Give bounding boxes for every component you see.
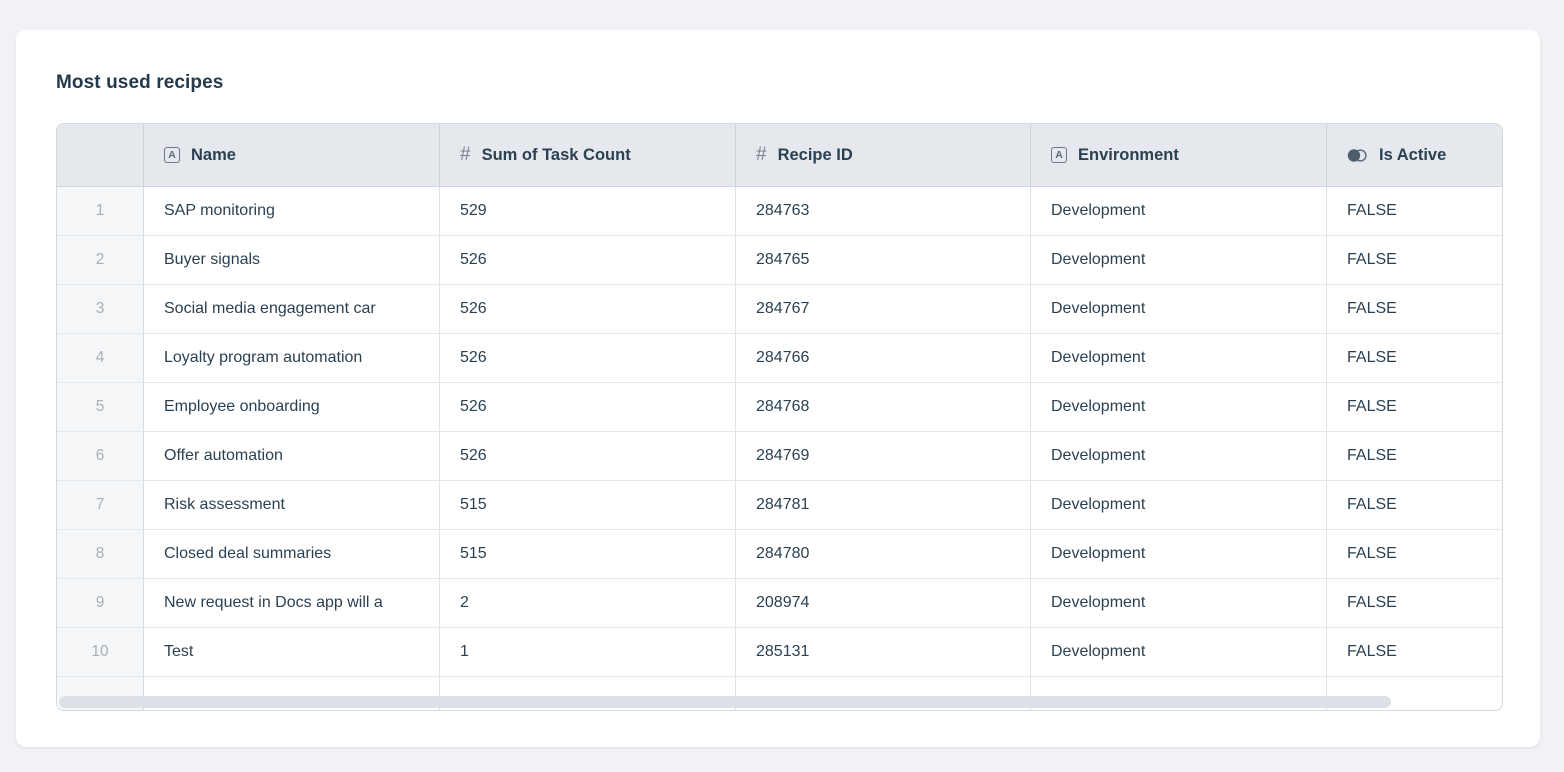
- cell-task-count: 515: [440, 530, 736, 578]
- table-row: 6 Offer automation 526 284769 Developmen…: [57, 432, 1502, 481]
- row-index: 7: [57, 481, 144, 529]
- table-row: 9 New request in Docs app will a 2 20897…: [57, 579, 1502, 628]
- cell-task-count: 515: [440, 481, 736, 529]
- cell-recipe-id: 208974: [736, 579, 1031, 627]
- cell-name: New request in Docs app will a: [144, 579, 440, 627]
- row-index: 6: [57, 432, 144, 480]
- row-index: 5: [57, 383, 144, 431]
- cell-name: Employee onboarding: [144, 383, 440, 431]
- cell-task-count: 1: [440, 628, 736, 676]
- header-label-name: Name: [191, 145, 236, 164]
- cell-is-active: FALSE: [1347, 447, 1397, 464]
- cell-name: Test: [144, 628, 440, 676]
- cell-name: Risk assessment: [144, 481, 440, 529]
- cell-recipe-id: 284766: [736, 334, 1031, 382]
- header-cell-environment: A Environment: [1031, 124, 1327, 186]
- cell-name: Offer automation: [144, 432, 440, 480]
- cell-is-active: FALSE: [1347, 398, 1397, 415]
- cell-task-count: 526: [440, 432, 736, 480]
- row-index: 10: [57, 628, 144, 676]
- cell-name: Loyalty program automation: [144, 334, 440, 382]
- cell-environment: Development: [1031, 432, 1327, 480]
- hash-icon: #: [756, 143, 767, 165]
- row-index: 8: [57, 530, 144, 578]
- row-index: 1: [57, 187, 144, 235]
- cell-task-count: 526: [440, 285, 736, 333]
- cell-is-active: FALSE: [1347, 545, 1397, 562]
- cell-environment: Development: [1031, 383, 1327, 431]
- header-label-task-count: Sum of Task Count: [481, 145, 631, 164]
- row-index: 4: [57, 334, 144, 382]
- header-label-is-active: Is Active: [1379, 145, 1447, 164]
- text-field-icon: A: [164, 147, 180, 163]
- hash-icon: #: [460, 143, 471, 165]
- cell-environment: Development: [1031, 530, 1327, 578]
- recipes-table: A Name # Sum of Task Count # Recipe ID A…: [56, 123, 1503, 711]
- cell-recipe-id: 284767: [736, 285, 1031, 333]
- cell-environment: Development: [1031, 628, 1327, 676]
- cell-environment: Development: [1031, 579, 1327, 627]
- cell-environment: Development: [1031, 334, 1327, 382]
- cell-recipe-id: 284780: [736, 530, 1031, 578]
- cell-name: [144, 677, 440, 710]
- table-row: 7 Risk assessment 515 284781 Development…: [57, 481, 1502, 530]
- report-card: Most used recipes A Name # Sum of Task C…: [16, 30, 1540, 747]
- table-header-row: A Name # Sum of Task Count # Recipe ID A…: [57, 124, 1502, 187]
- cell-environment: Development: [1031, 236, 1327, 284]
- table-row: 4 Loyalty program automation 526 284766 …: [57, 334, 1502, 383]
- cell-is-active: FALSE: [1347, 300, 1397, 317]
- cell-is-active: FALSE: [1347, 643, 1397, 660]
- cell-environment: Development: [1031, 187, 1327, 235]
- cell-recipe-id: 284768: [736, 383, 1031, 431]
- cell-environment: Development: [1031, 481, 1327, 529]
- cell-recipe-id: 284781: [736, 481, 1031, 529]
- cell-task-count: 526: [440, 236, 736, 284]
- cell-task-count: 529: [440, 187, 736, 235]
- cell-is-active: FALSE: [1347, 594, 1397, 611]
- horizontal-scrollbar-thumb[interactable]: [59, 696, 1391, 708]
- table-row: 2 Buyer signals 526 284765 Development F…: [57, 236, 1502, 285]
- row-index: 9: [57, 579, 144, 627]
- cell-recipe-id: 285131: [736, 628, 1031, 676]
- row-index: 3: [57, 285, 144, 333]
- header-cell-is-active: Is Active: [1327, 124, 1502, 186]
- cell-name: Social media engagement car: [144, 285, 440, 333]
- row-index: 2: [57, 236, 144, 284]
- header-cell-index: [57, 124, 144, 186]
- cell-recipe-id: 284763: [736, 187, 1031, 235]
- text-field-icon: A: [1051, 147, 1067, 163]
- cell-is-active: FALSE: [1347, 251, 1397, 268]
- header-cell-task-count: # Sum of Task Count: [440, 124, 736, 186]
- cell-environment: Development: [1031, 285, 1327, 333]
- cell-name: SAP monitoring: [144, 187, 440, 235]
- cell-task-count: 526: [440, 383, 736, 431]
- cell-recipe-id: [736, 677, 1031, 710]
- cell-name: Closed deal summaries: [144, 530, 440, 578]
- table-row: 1 SAP monitoring 529 284763 Development …: [57, 187, 1502, 236]
- cell-environment: [1031, 677, 1327, 710]
- table-row: 5 Employee onboarding 526 284768 Develop…: [57, 383, 1502, 432]
- table-row: 8 Closed deal summaries 515 284780 Devel…: [57, 530, 1502, 579]
- header-cell-name: A Name: [144, 124, 440, 186]
- cell-is-active: FALSE: [1347, 496, 1397, 513]
- header-label-environment: Environment: [1078, 145, 1179, 164]
- cell-task-count: 526: [440, 334, 736, 382]
- cell-recipe-id: 284765: [736, 236, 1031, 284]
- page-title: Most used recipes: [56, 72, 224, 93]
- toggle-icon: [1347, 148, 1368, 163]
- cell-task-count: [440, 677, 736, 710]
- cell-name: Buyer signals: [144, 236, 440, 284]
- header-label-recipe-id: Recipe ID: [777, 145, 853, 164]
- table-row: 3 Social media engagement car 526 284767…: [57, 285, 1502, 334]
- table-row: 10 Test 1 285131 Development FALSE: [57, 628, 1502, 677]
- cell-recipe-id: 284769: [736, 432, 1031, 480]
- header-cell-recipe-id: # Recipe ID: [736, 124, 1031, 186]
- cell-is-active: FALSE: [1347, 202, 1397, 219]
- cell-task-count: 2: [440, 579, 736, 627]
- cell-is-active: FALSE: [1347, 349, 1397, 366]
